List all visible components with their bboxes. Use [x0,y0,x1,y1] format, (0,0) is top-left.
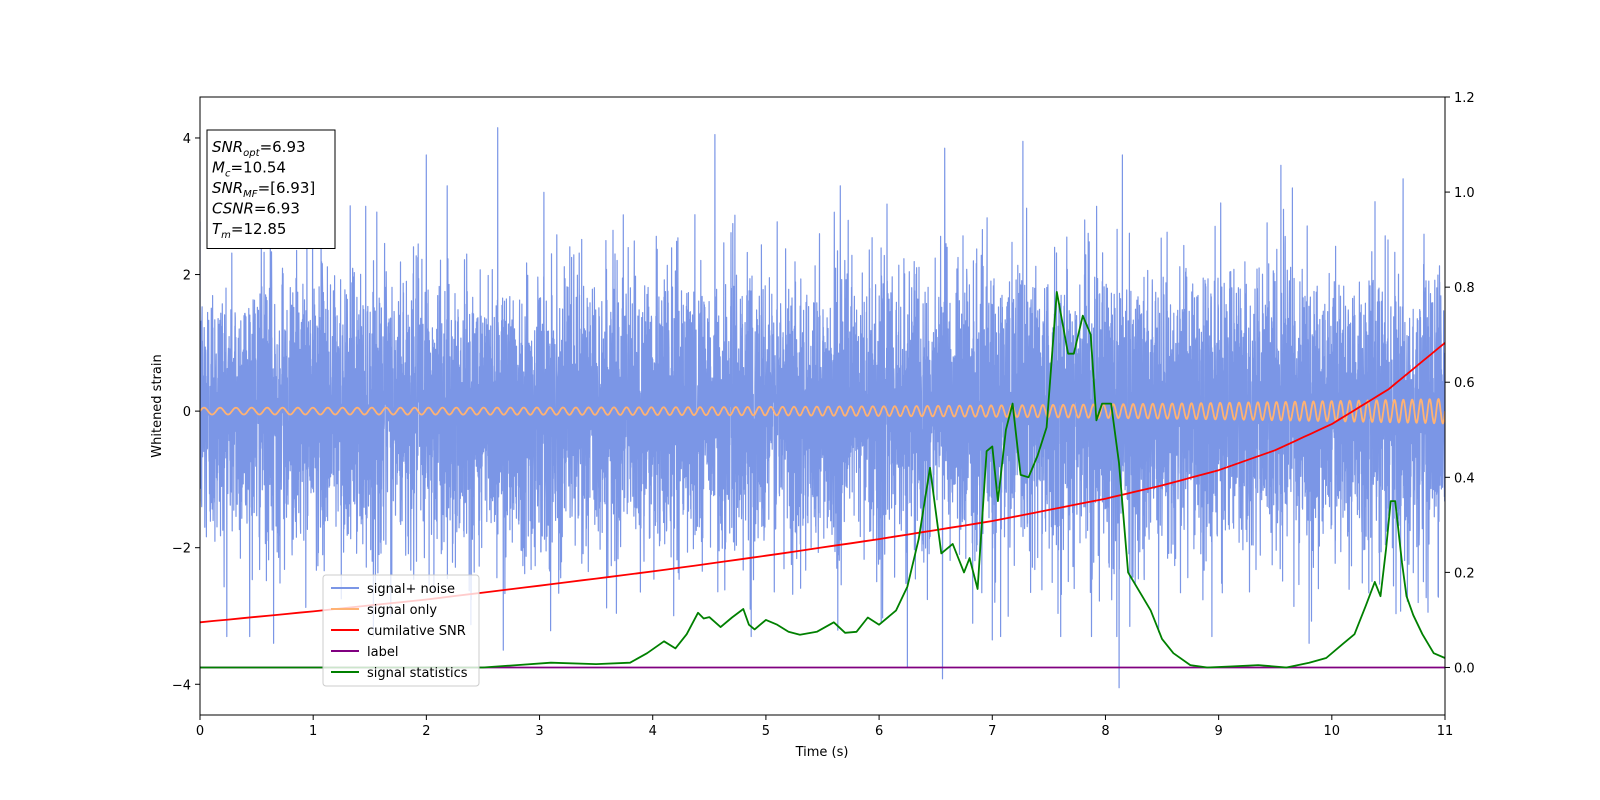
series-line-signal-noise [200,127,1445,689]
x-tick-label: 10 [1324,724,1341,739]
x-tick-label: 2 [422,724,430,739]
y-axis-label: Whitened strain [150,354,165,457]
info-box [206,129,336,249]
y-right-tick-label: 1.2 [1454,91,1475,106]
info-line: Mc=10.54 [212,159,286,180]
legend-box [322,574,480,687]
info-line: SNRMF=[6.93] [212,179,315,200]
y-tick-label: −4 [172,678,191,693]
legend-label: signal+ noise [367,582,455,597]
y-tick-label: 4 [183,132,191,147]
x-tick-label: 6 [875,724,883,739]
x-tick-label: 9 [1214,724,1222,739]
y-right-tick-label: 0.0 [1454,661,1475,676]
x-tick-label: 7 [988,724,996,739]
y-tick-label: 2 [183,269,191,284]
x-tick-label: 8 [1101,724,1109,739]
x-tick-label: 1 [309,724,317,739]
series-line-signal-only [200,398,1445,425]
x-tick-label: 0 [196,724,204,739]
y-right-tick-label: 0.6 [1454,376,1475,391]
y-right-tick-label: 0.2 [1454,566,1475,581]
x-tick-label: 5 [762,724,770,739]
legend-label: cumilative SNR [367,624,466,639]
y-tick-label: −2 [172,542,191,557]
x-tick-label: 4 [649,724,657,739]
series-line-signal-statistics [200,291,1445,669]
legend-label: signal statistics [367,666,468,681]
y-right-tick-label: 0.8 [1454,281,1475,296]
info-line: Tm=12.85 [212,220,286,241]
y-right-tick-label: 0.4 [1454,471,1475,486]
x-tick-label: 11 [1437,724,1454,739]
plot-frame [199,96,1446,716]
info-line: SNRopt=6.93 [212,138,306,159]
y-right-tick-label: 1.0 [1454,186,1475,201]
legend-label: label [367,645,398,660]
info-line: CSNR=6.93 [212,200,300,218]
x-axis-label: Time (s) [795,745,849,760]
legend-label: signal only [367,603,437,618]
x-tick-label: 3 [535,724,543,739]
y-tick-label: 0 [183,405,191,420]
